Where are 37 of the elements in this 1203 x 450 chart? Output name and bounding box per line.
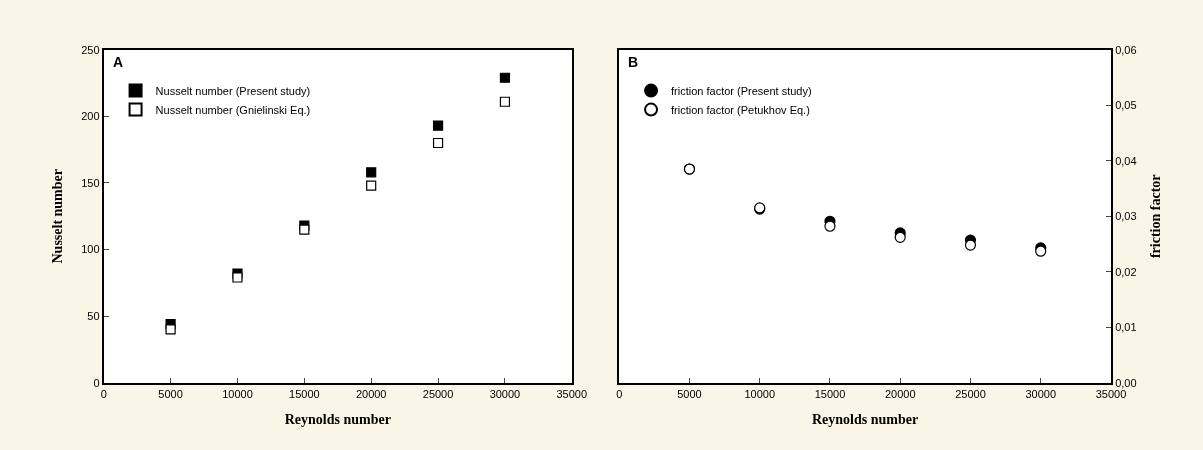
y-tick-label: 0,01 <box>1115 321 1137 334</box>
legend-label: friction factor (Present study) <box>671 84 812 97</box>
x-axis-title: Reynolds number <box>811 411 919 427</box>
x-tick-label: 10000 <box>222 387 253 400</box>
y-tick-label: 0 <box>93 376 100 389</box>
x-tick-label: 10000 <box>744 387 776 400</box>
x-tick-label: 15000 <box>814 387 846 400</box>
chart-title: B <box>628 54 639 70</box>
legend-label: Nusselt number (Gnielinski Eq.) <box>155 103 311 116</box>
y-axis-title: friction factor <box>1148 174 1164 259</box>
x-tick-label: 0 <box>616 387 623 400</box>
y-tick-label: 0,05 <box>1115 99 1137 112</box>
x-tick-label: 15000 <box>289 387 320 400</box>
y-tick-label: 50 <box>87 309 100 322</box>
y-axis-title: Nusselt number <box>50 168 66 264</box>
chart-title: A <box>113 54 124 70</box>
y-tick-label: 0,00 <box>1115 376 1137 389</box>
x-tick-label: 5000 <box>677 387 702 400</box>
y-tick-label: 0,06 <box>1115 43 1137 56</box>
x-tick-label: 30000 <box>1025 387 1057 400</box>
y-tick-label: 0,03 <box>1115 210 1137 223</box>
x-tick-label: 25000 <box>422 387 454 400</box>
y-tick-label: 150 <box>81 176 100 189</box>
y-tick-label: 250 <box>81 43 100 56</box>
x-tick-label: 20000 <box>884 387 916 400</box>
x-tick-label: 5000 <box>158 387 183 400</box>
x-tick-label: 25000 <box>955 387 986 400</box>
y-tick-label: 0,04 <box>1115 154 1137 167</box>
y-tick-label: 0,02 <box>1115 265 1137 278</box>
x-tick-label: 35000 <box>556 387 588 400</box>
legend-label: friction factor (Petukhov Eq.) <box>671 103 810 116</box>
y-tick-label: 200 <box>81 110 100 123</box>
x-tick-label: 20000 <box>355 387 387 400</box>
x-tick-label: 30000 <box>489 387 521 400</box>
legend-label: Nusselt number (Present study) <box>155 84 311 97</box>
y-tick-label: 100 <box>81 243 100 256</box>
x-axis-title: Reynolds number <box>284 411 391 427</box>
